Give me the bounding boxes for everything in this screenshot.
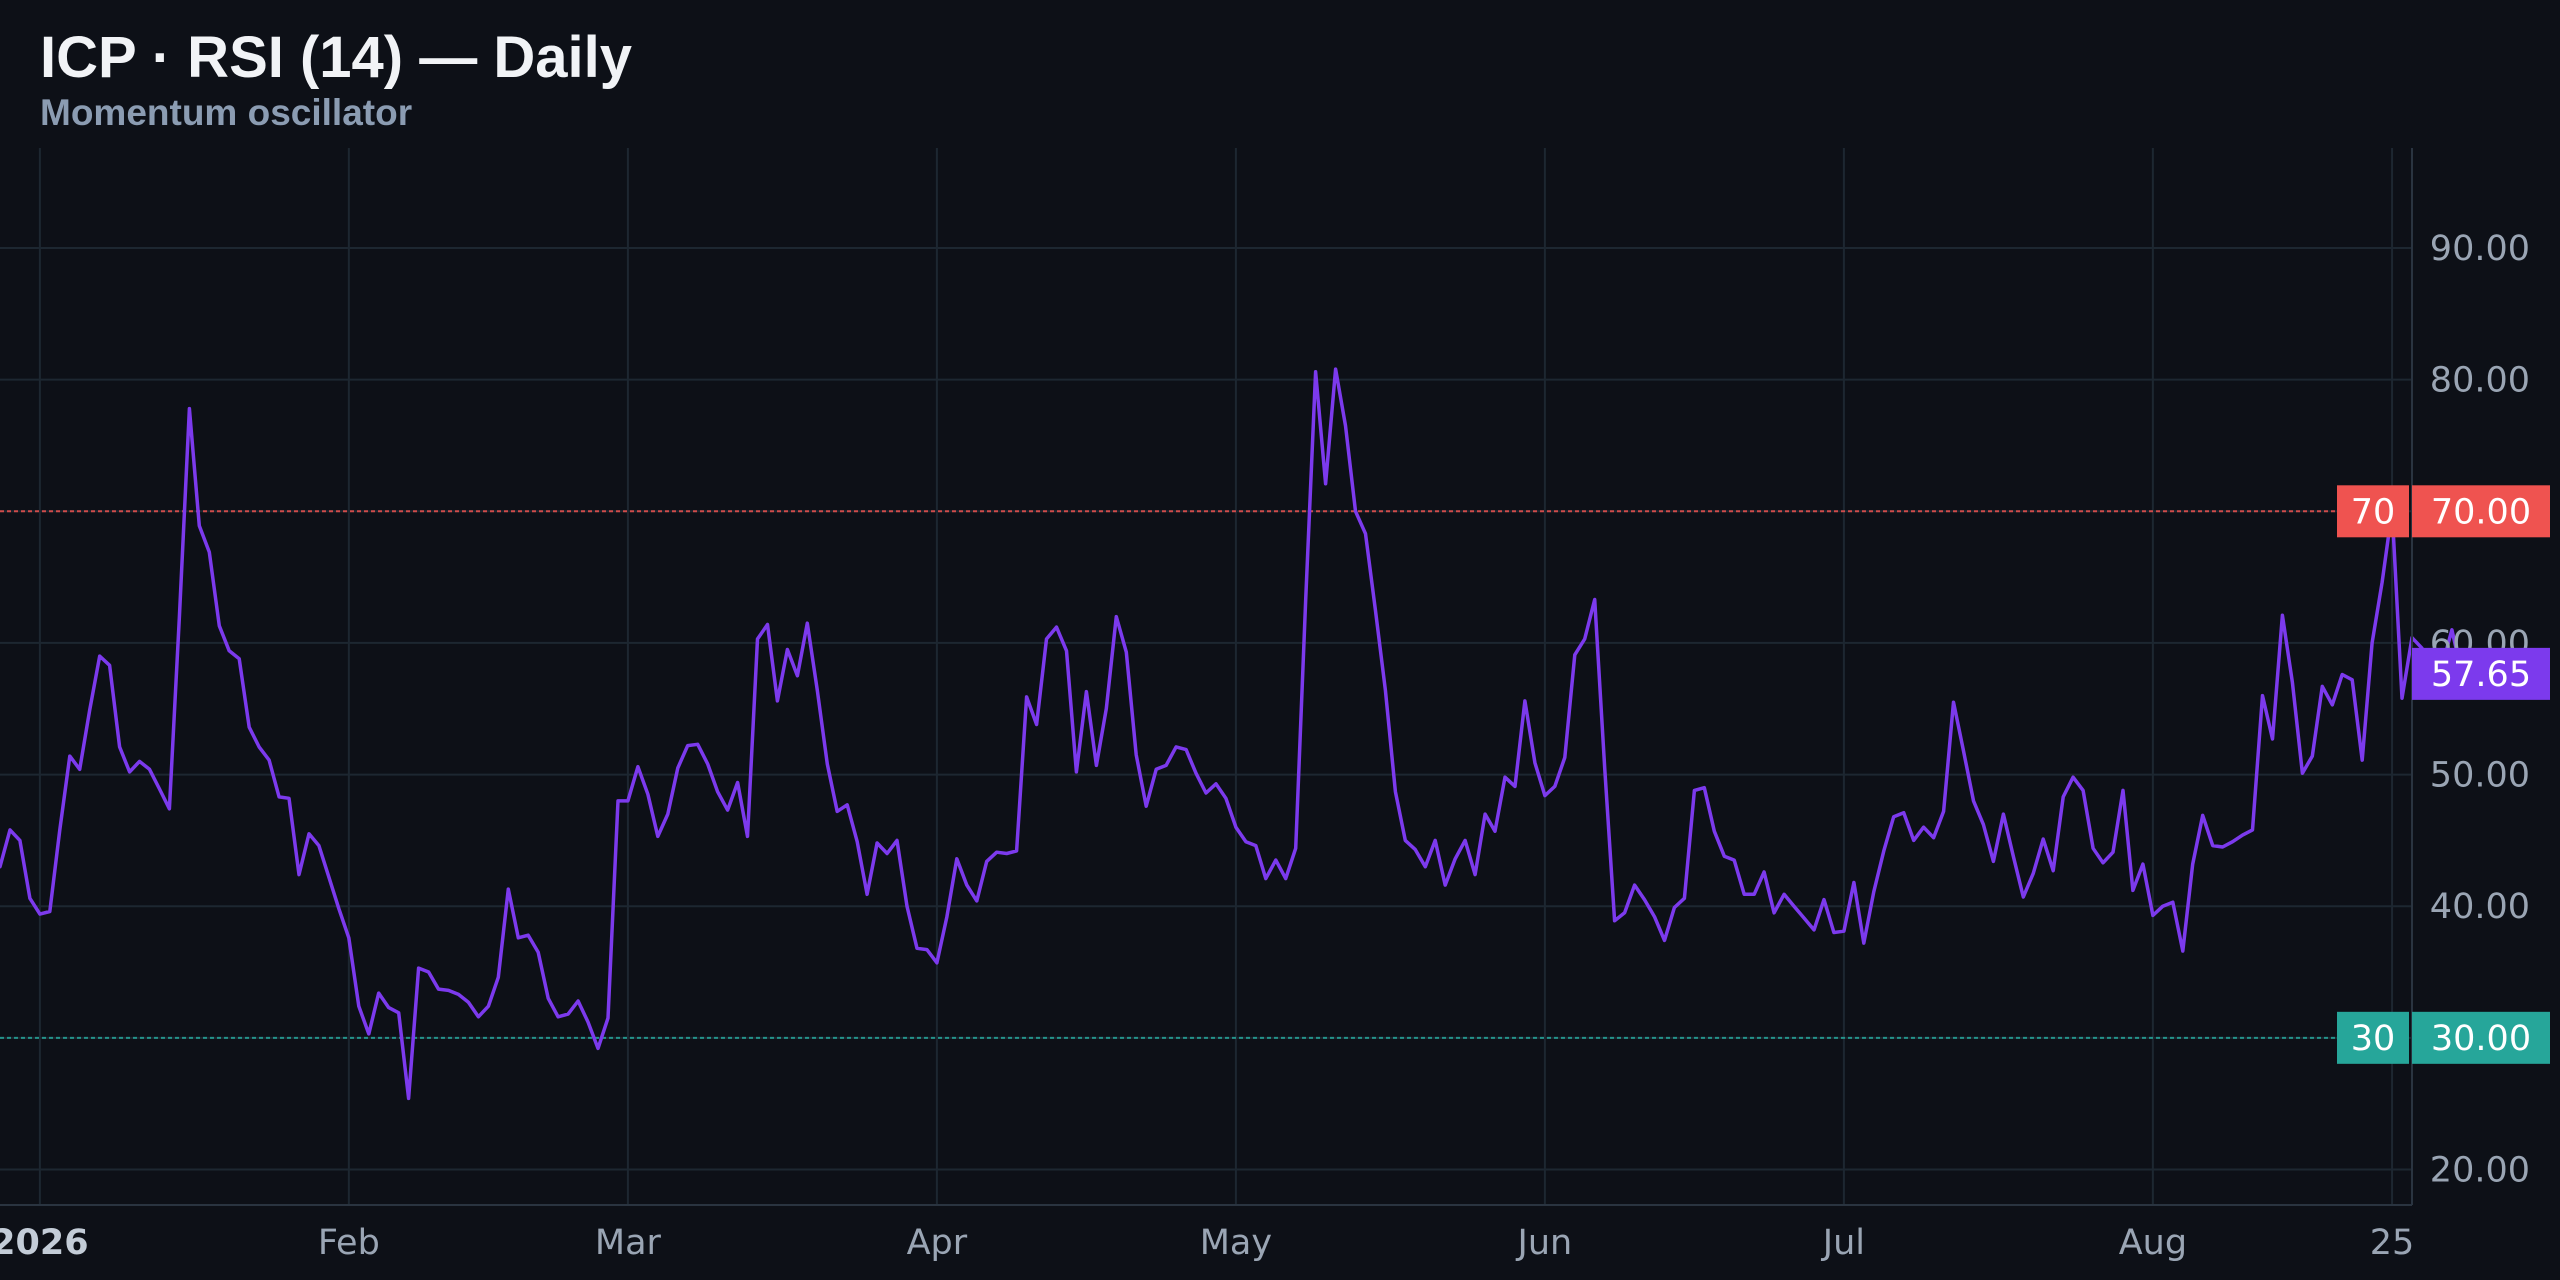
last-value-text: 57.65 xyxy=(2431,655,2531,695)
last-value-badge xyxy=(2412,647,2550,700)
chart-title: ICP · RSI (14) — Daily xyxy=(40,25,632,90)
y-tick-label: 40.00 xyxy=(2430,887,2530,927)
x-axis-ticks: 2026 Feb Mar Apr May Jun Jul Aug 25 xyxy=(0,1223,2414,1263)
oversold-axis-text: 30.00 xyxy=(2431,1019,2531,1059)
oversold-tag: 30 30.00 xyxy=(2337,1011,2550,1064)
rsi-series-line xyxy=(0,367,2464,1101)
last-value-tag: 57.65 xyxy=(2412,647,2550,700)
x-tick-label: 2026 xyxy=(0,1223,89,1263)
x-tick-label: Jul xyxy=(1821,1223,1865,1263)
grid xyxy=(0,148,2412,1205)
overbought-level-text: 70 xyxy=(2351,492,2396,532)
overbought-tag: 70 70.00 xyxy=(2337,485,2550,538)
oversold-level-tag xyxy=(2337,1011,2409,1064)
chart-subtitle: Momentum oscillator xyxy=(40,92,413,133)
x-tick-label: Aug xyxy=(2119,1223,2187,1263)
x-tick-label: 25 xyxy=(2370,1223,2415,1263)
x-tick-label: Jun xyxy=(1516,1223,1573,1263)
overbought-level-tag xyxy=(2337,485,2409,538)
oversold-axis-tag xyxy=(2412,1011,2550,1064)
x-tick-label: Apr xyxy=(907,1223,968,1263)
y-tick-label: 90.00 xyxy=(2430,229,2530,269)
overbought-axis-tag xyxy=(2412,485,2550,538)
x-tick-label: May xyxy=(1200,1223,1272,1263)
y-tick-label: 80.00 xyxy=(2430,361,2530,401)
overbought-axis-text: 70.00 xyxy=(2431,492,2531,532)
oversold-level-text: 30 xyxy=(2351,1019,2396,1059)
x-tick-label: Feb xyxy=(318,1223,380,1263)
x-tick-label: Mar xyxy=(595,1223,662,1263)
y-tick-label: 50.00 xyxy=(2430,756,2530,796)
y-tick-label: 20.00 xyxy=(2430,1150,2530,1190)
